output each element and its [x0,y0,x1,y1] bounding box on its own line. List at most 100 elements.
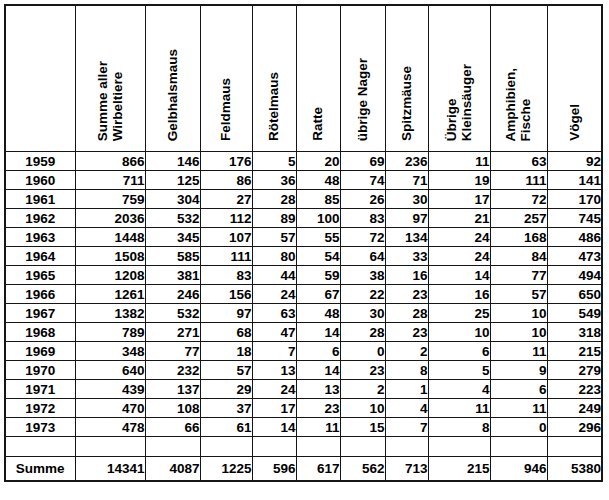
value-cell: 223 [547,380,602,399]
value-cell: 318 [547,323,602,342]
value-cell: 54 [296,247,340,266]
value-cell: 97 [385,209,428,228]
value-cell: 345 [145,228,200,247]
value-cell: 66 [145,418,200,437]
value-cell: 532 [145,209,200,228]
value-cell: 6 [296,342,340,361]
value-cell: 168 [490,228,547,247]
value-cell: 759 [75,190,145,209]
total-value-cell: 14341 [75,457,145,481]
value-cell: 20 [296,152,340,171]
value-cell: 789 [75,323,145,342]
value-cell: 28 [385,304,428,323]
value-cell: 68 [200,323,252,342]
value-cell: 279 [547,361,602,380]
spacer-cell [547,437,602,457]
table-row: 197064023257131423859279 [5,361,602,380]
total-value-cell: 596 [252,457,296,481]
value-cell: 14 [252,418,296,437]
value-cell: 14 [296,361,340,380]
column-header-label: Summe aller Wirbeltiere [95,61,125,141]
value-cell: 55 [296,228,340,247]
value-cell: 4 [385,399,428,418]
column-header: Spitzmäuse [385,5,428,152]
year-cell: 1969 [5,342,75,361]
value-cell: 473 [547,247,602,266]
value-cell: 63 [490,152,547,171]
column-header: Rötelmaus [252,5,296,152]
year-cell: 1973 [5,418,75,437]
table-row: 196934877187602611215 [5,342,602,361]
column-header-label: Ratte [310,107,325,141]
table-row: 19714391372924132146223 [5,380,602,399]
value-cell: 30 [340,304,385,323]
totals-row: Summe 1434140871225596617562713215946538… [5,457,602,481]
value-cell: 11 [428,399,490,418]
value-cell: 146 [145,152,200,171]
table-row: 1962203653211289100839721257745 [5,209,602,228]
value-cell: 15 [340,418,385,437]
column-header-label: Gelbhalsmaus [165,49,180,141]
total-value-cell: 562 [340,457,385,481]
totals-label: Summe [5,457,75,481]
value-cell: 5 [252,152,296,171]
column-header-label: Vögel [567,104,582,141]
column-header: Feldmaus [200,5,252,152]
value-cell: 745 [547,209,602,228]
value-cell: 381 [145,266,200,285]
value-cell: 48 [296,304,340,323]
value-cell: 44 [252,266,296,285]
table-row: 1963144834510757557213424168486 [5,228,602,247]
value-cell: 439 [75,380,145,399]
column-header-label: übrige Nager [355,58,370,141]
value-cell: 100 [296,209,340,228]
value-cell: 4 [428,380,490,399]
table-row: 195986614617652069236116392 [5,152,602,171]
value-cell: 1 [385,380,428,399]
value-cell: 232 [145,361,200,380]
value-cell: 77 [145,342,200,361]
value-cell: 1448 [75,228,145,247]
value-cell: 108 [145,399,200,418]
document-page: Summe aller Wirbeltiere Gelbhalsmaus Feldm… [0,0,609,482]
column-header-label: Amphibien, Fische [503,68,533,142]
total-value-cell: 946 [490,457,547,481]
year-cell: 1968 [5,323,75,342]
spacer-cell [490,437,547,457]
value-cell: 866 [75,152,145,171]
year-cell: 1961 [5,190,75,209]
value-cell: 711 [75,171,145,190]
value-cell: 18 [200,342,252,361]
value-cell: 7 [252,342,296,361]
value-cell: 8 [428,418,490,437]
table-row: 1965120838183445938161477494 [5,266,602,285]
spacer-cell [145,437,200,457]
year-cell: 1960 [5,171,75,190]
total-value-cell: 617 [296,457,340,481]
spacer-cell [296,437,340,457]
value-cell: 494 [547,266,602,285]
value-cell: 48 [296,171,340,190]
column-header: Gelbhalsmaus [145,5,200,152]
spacer-cell [385,437,428,457]
value-cell: 61 [200,418,252,437]
spacer-cell [252,437,296,457]
vertebrate-prey-table: Summe aller Wirbeltiere Gelbhalsmaus Feldm… [4,4,603,482]
value-cell: 57 [490,285,547,304]
value-cell: 170 [547,190,602,209]
value-cell: 111 [200,247,252,266]
column-header-label: Übrige Kleinsäuger [444,64,474,141]
value-cell: 17 [428,190,490,209]
value-cell: 348 [75,342,145,361]
column-header: Summe aller Wirbeltiere [75,5,145,152]
value-cell: 83 [340,209,385,228]
column-header-label: Rötelmaus [266,72,281,141]
value-cell: 1382 [75,304,145,323]
value-cell: 176 [200,152,252,171]
header-row: Summe aller Wirbeltiere Gelbhalsmaus Feldm… [5,5,602,152]
column-header: übrige Nager [340,5,385,152]
value-cell: 29 [200,380,252,399]
value-cell: 77 [490,266,547,285]
value-cell: 13 [252,361,296,380]
value-cell: 17 [252,399,296,418]
